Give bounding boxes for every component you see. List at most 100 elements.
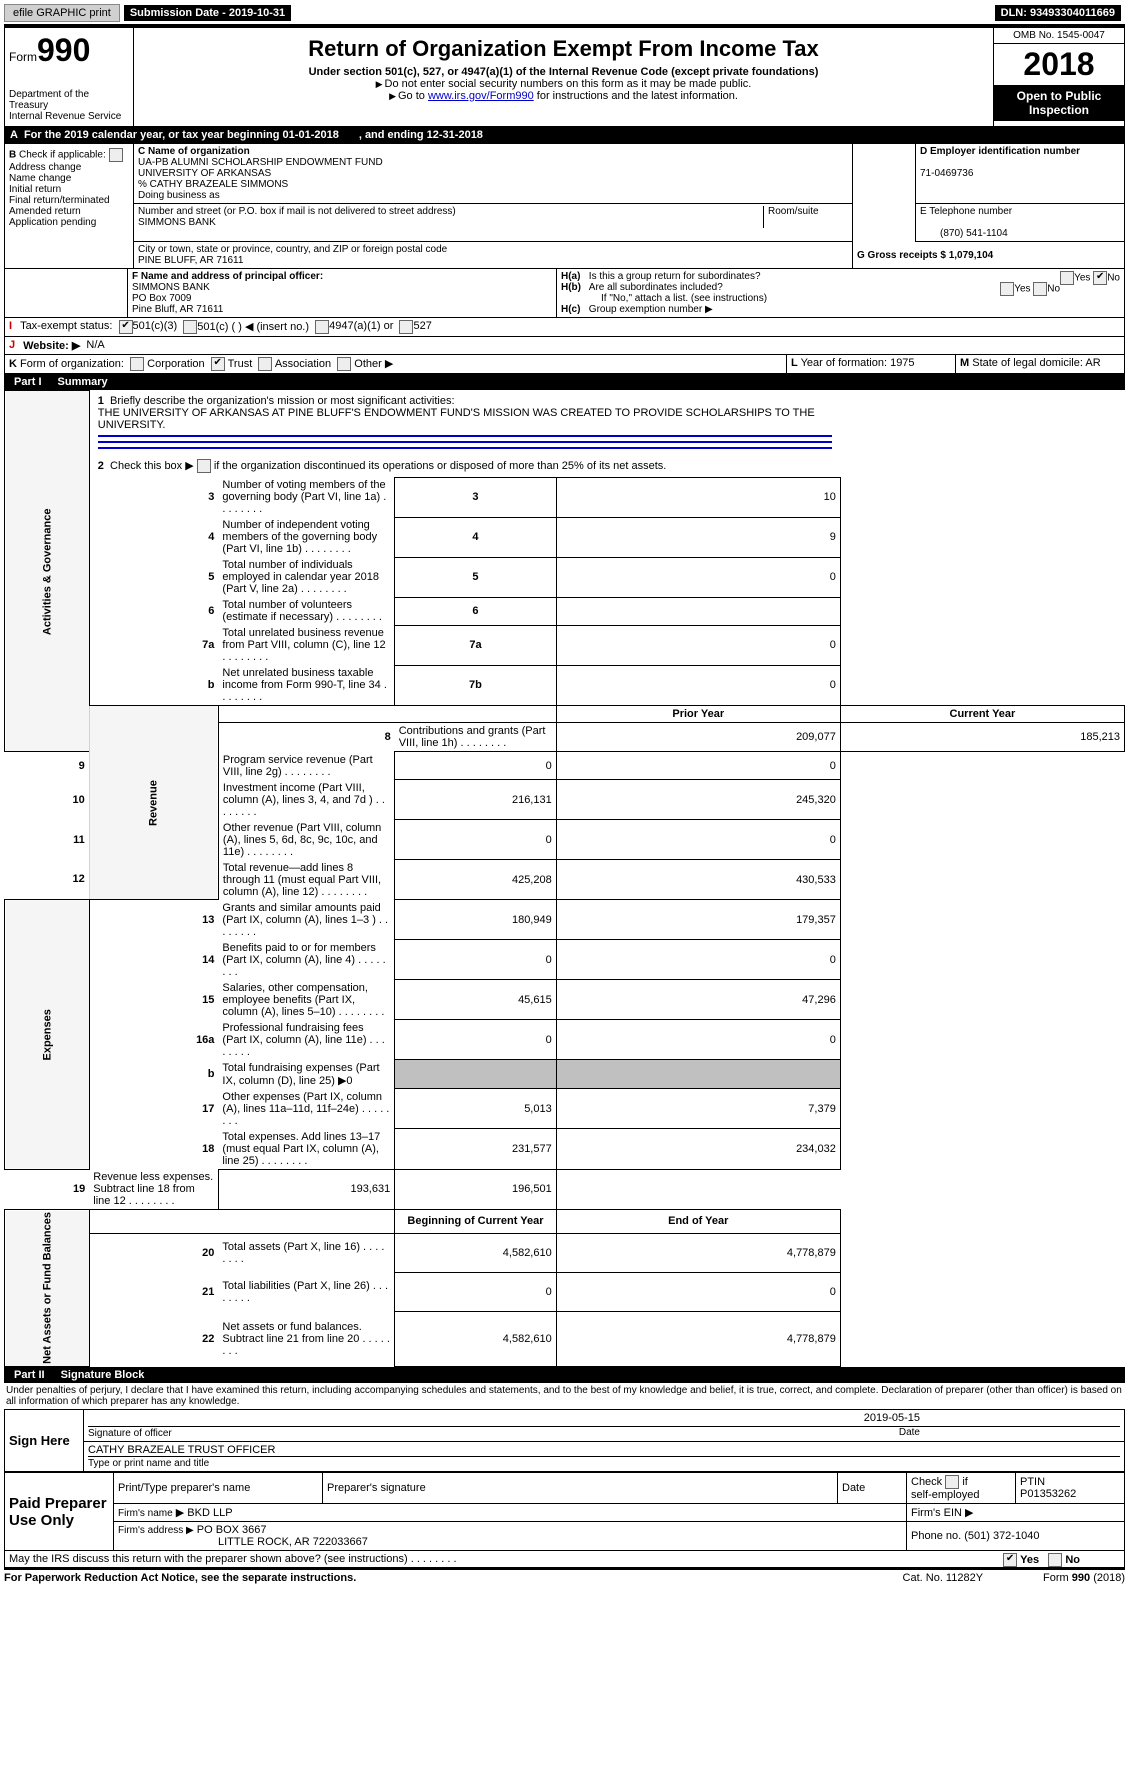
opt-4947: 4947(a)(1) or bbox=[329, 320, 393, 334]
row-a-text: For the 2019 calendar year, or tax year … bbox=[24, 129, 339, 141]
firm-ein-label: Firm's EIN ▶ bbox=[907, 1504, 1125, 1522]
dba-label: Doing business as bbox=[138, 190, 220, 201]
mission-text: THE UNIVERSITY OF ARKANSAS AT PINE BLUFF… bbox=[98, 407, 815, 431]
prep-date-label: Date bbox=[838, 1473, 907, 1504]
current-year-hdr: Current Year bbox=[840, 706, 1124, 723]
firm-addr-label: Firm's address ▶ bbox=[118, 1525, 194, 1536]
i-text: Tax-exempt status: bbox=[20, 320, 112, 334]
ha-yes[interactable] bbox=[1060, 271, 1074, 285]
j-text: Website: ▶ bbox=[23, 339, 80, 352]
trust-check[interactable] bbox=[211, 357, 225, 371]
self-emp-check[interactable] bbox=[945, 1475, 959, 1489]
vert-expenses: Expenses bbox=[5, 900, 90, 1170]
l2-text2: if the organization discontinued its ope… bbox=[214, 460, 667, 472]
firm-addr: PO BOX 3667 bbox=[197, 1524, 267, 1536]
e-label: E Telephone number bbox=[920, 206, 1012, 217]
hb-yes[interactable] bbox=[1000, 282, 1014, 296]
501c3-check[interactable] bbox=[119, 320, 133, 334]
date-label: Date bbox=[899, 1427, 920, 1438]
row-a-ending: , and ending 12-31-2018 bbox=[359, 129, 483, 141]
part1-title: Summary bbox=[52, 374, 1125, 390]
4947-check[interactable] bbox=[315, 320, 329, 334]
discuss-no[interactable] bbox=[1048, 1553, 1062, 1567]
l2-check[interactable] bbox=[197, 459, 211, 473]
opt-trust: Trust bbox=[228, 358, 253, 370]
tax-year: 2018 bbox=[994, 44, 1124, 85]
dept-label: Department of the Treasury bbox=[9, 89, 129, 111]
opt-501c3: 501(c)(3) bbox=[133, 320, 178, 334]
ein-value: 71-0469736 bbox=[920, 168, 973, 179]
org-name-3: % CATHY BRAZEALE SIMMONS bbox=[138, 179, 288, 190]
sig-label: Signature of officer bbox=[88, 1428, 172, 1439]
form-prefix: Form bbox=[9, 50, 37, 64]
i-label: I bbox=[9, 320, 12, 334]
opt-assoc: Association bbox=[275, 358, 331, 370]
part1-header: Part I Summary bbox=[4, 374, 1125, 390]
corp-check[interactable] bbox=[130, 357, 144, 371]
k-label: K bbox=[9, 358, 17, 370]
officer-addr1: PO Box 7009 bbox=[132, 293, 191, 304]
officer-name-sig: CATHY BRAZEALE TRUST OFFICER bbox=[88, 1444, 1120, 1457]
firm-name: BKD LLP bbox=[187, 1507, 232, 1519]
hc-label: H(c) bbox=[561, 304, 580, 315]
preparer-table: Paid Preparer Use Only Print/Type prepar… bbox=[4, 1472, 1125, 1551]
opt-name-change: Name change bbox=[9, 173, 71, 184]
m-text: State of legal domicile: AR bbox=[972, 357, 1100, 369]
org-name-1: UA-PB ALUMNI SCHOLARSHIP ENDOWMENT FUND bbox=[138, 157, 383, 168]
hb-no[interactable] bbox=[1033, 282, 1047, 296]
b-label: B bbox=[9, 150, 16, 161]
opt-501c: 501(c) ( ) ◀ (insert no.) bbox=[197, 320, 309, 334]
assoc-check[interactable] bbox=[258, 357, 272, 371]
discuss-yes-label: Yes bbox=[1020, 1554, 1039, 1566]
part2-title: Signature Block bbox=[55, 1367, 1125, 1383]
cat-no: Cat. No. 11282Y bbox=[903, 1572, 984, 1584]
yes-label: Yes bbox=[1074, 273, 1090, 284]
room-label: Room/suite bbox=[768, 206, 819, 217]
l-label: L bbox=[791, 357, 798, 369]
ptin-label: PTIN bbox=[1020, 1476, 1045, 1488]
addr-label: Number and street (or P.O. box if mail i… bbox=[138, 206, 456, 217]
row-a-label: A bbox=[10, 129, 18, 141]
hc-text: Group exemption number ▶ bbox=[589, 304, 713, 315]
f-h-table: F Name and address of principal officer:… bbox=[4, 269, 1125, 318]
part1-label: Part I bbox=[4, 374, 52, 390]
ha-no[interactable] bbox=[1093, 271, 1107, 285]
submission-date: Submission Date - 2019-10-31 bbox=[124, 5, 291, 21]
vert-netassets: Net Assets or Fund Balances bbox=[5, 1210, 90, 1367]
note2-post: for instructions and the latest informat… bbox=[534, 90, 738, 102]
opt-address-change: Address change bbox=[9, 162, 81, 173]
name-label: Type or print name and title bbox=[88, 1458, 209, 1469]
begin-year-hdr: Beginning of Current Year bbox=[395, 1210, 557, 1233]
open-public: Open to Public Inspection bbox=[994, 85, 1124, 121]
no-label: No bbox=[1107, 273, 1120, 284]
paperwork-notice: For Paperwork Reduction Act Notice, see … bbox=[4, 1572, 356, 1584]
opt-initial: Initial return bbox=[9, 184, 61, 195]
top-bar: efile GRAPHIC print Submission Date - 20… bbox=[4, 4, 1125, 26]
527-check[interactable] bbox=[399, 320, 413, 334]
note1: Do not enter social security numbers on … bbox=[138, 78, 989, 90]
firm-name-label: Firm's name bbox=[118, 1508, 173, 1519]
paid-preparer: Paid Preparer Use Only bbox=[5, 1473, 114, 1551]
firm-city: LITTLE ROCK, AR 722033667 bbox=[218, 1536, 368, 1548]
discuss-yes[interactable] bbox=[1003, 1553, 1017, 1567]
city-label: City or town, state or province, country… bbox=[138, 244, 447, 255]
vert-activities: Activities & Governance bbox=[5, 391, 90, 752]
501c-check[interactable] bbox=[183, 320, 197, 334]
form-id-block: Form990 Department of the Treasury Inter… bbox=[5, 28, 134, 126]
checkbox-b[interactable] bbox=[109, 148, 123, 162]
opt-corp: Corporation bbox=[147, 358, 204, 370]
part2-header: Part II Signature Block bbox=[4, 1367, 1125, 1383]
other-check[interactable] bbox=[337, 357, 351, 371]
m-label: M bbox=[960, 357, 969, 369]
prep-sig-label: Preparer's signature bbox=[323, 1473, 838, 1504]
discuss-no-label: No bbox=[1065, 1554, 1080, 1566]
opt-527: 527 bbox=[413, 320, 431, 334]
k-text: Form of organization: bbox=[20, 358, 124, 370]
form-title: Return of Organization Exempt From Incom… bbox=[138, 36, 989, 62]
perjury-text: Under penalties of perjury, I declare th… bbox=[4, 1383, 1125, 1409]
form-subtitle: Under section 501(c), 527, or 4947(a)(1)… bbox=[138, 66, 989, 78]
b-check-label: Check if applicable: bbox=[19, 150, 106, 161]
j-label: J bbox=[9, 339, 15, 352]
addr-value: SIMMONS BANK bbox=[138, 217, 216, 228]
irs-link[interactable]: www.irs.gov/Form990 bbox=[428, 90, 534, 102]
